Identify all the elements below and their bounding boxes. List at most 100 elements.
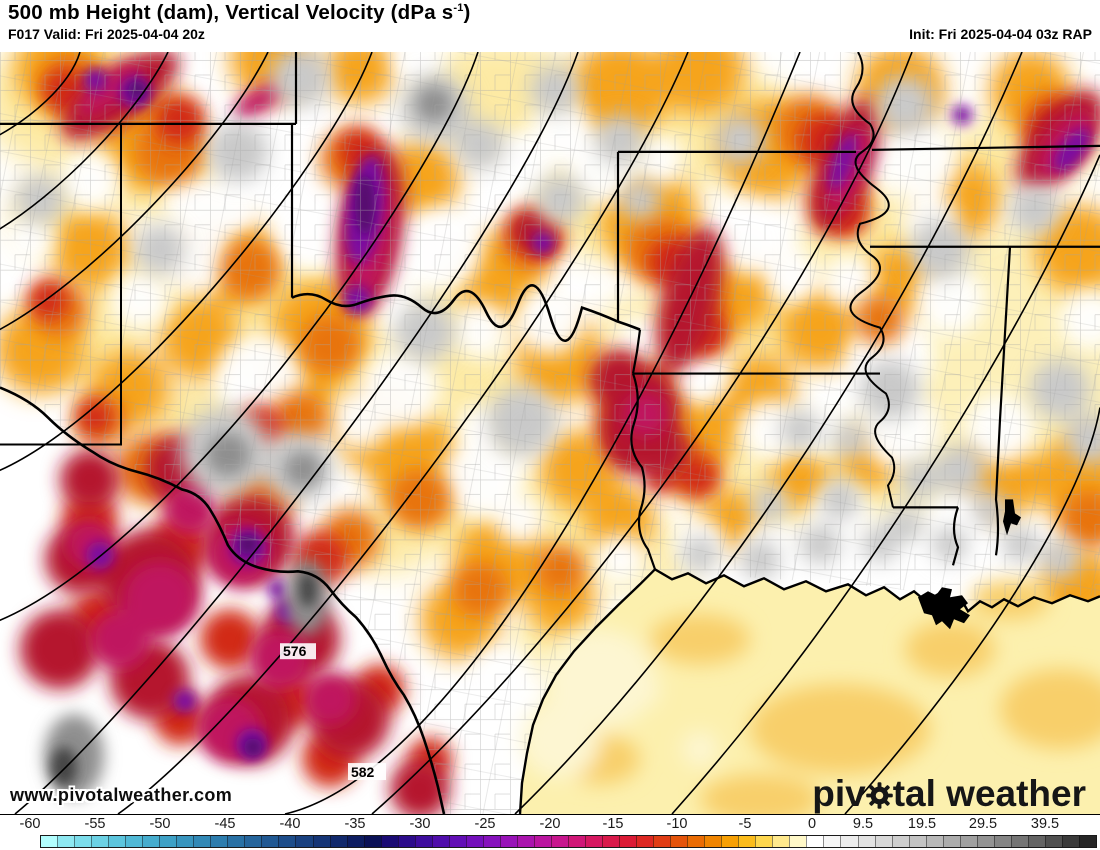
colorbar-cell xyxy=(41,836,58,847)
state-borders xyxy=(0,52,1100,814)
colorbar-cell xyxy=(227,836,245,847)
colorbar-tick: -20 xyxy=(539,816,561,832)
colorbar-cell xyxy=(959,836,977,847)
colorbar-cell xyxy=(925,836,943,847)
map-canvas[interactable]: 576 582 www.pivotalweather.com piv tal we… xyxy=(0,52,1100,815)
colorbar-cell xyxy=(993,836,1011,847)
colorbar-cell xyxy=(653,836,671,847)
colorbar-cell xyxy=(397,836,415,847)
colorbar-cell xyxy=(1044,836,1062,847)
colorbar-cell xyxy=(636,836,654,847)
valid-time-label: F017 Valid: Fri 2025-04-04 20z xyxy=(8,26,205,42)
colorbar-cell xyxy=(295,836,313,847)
colorbar-cell xyxy=(261,836,279,847)
colorbar-cell xyxy=(670,836,688,847)
colorbar-cell xyxy=(329,836,347,847)
pivotal-weather-logo: piv tal weather xyxy=(812,775,1086,812)
colorbar-cell xyxy=(567,836,585,847)
colorbar-cell xyxy=(772,836,790,847)
colorbar-cell xyxy=(431,836,449,847)
colorbar-cell xyxy=(908,836,926,847)
contour-labels: 576 582 xyxy=(280,643,386,780)
weather-map-svg: 576 582 xyxy=(0,52,1100,814)
colorbar-cell xyxy=(823,836,841,847)
colorbar-cell xyxy=(789,836,807,847)
colorbar-tick: 19.5 xyxy=(907,816,937,832)
colorbar-cell xyxy=(585,836,603,847)
logo-text-left: piv xyxy=(812,773,866,814)
rio-grande-border xyxy=(0,386,446,814)
colorbar-tick: -40 xyxy=(279,816,301,832)
mobile-bay xyxy=(1003,499,1021,536)
colorbar-cells xyxy=(40,835,1097,848)
colorbar-cell xyxy=(465,836,483,847)
colorbar-cell xyxy=(159,836,177,847)
contour-label-576: 576 xyxy=(283,643,307,659)
mississippi-river xyxy=(849,52,896,508)
colorbar-cell xyxy=(482,836,500,847)
colorbar-tick: -10 xyxy=(666,816,688,832)
colorbar-cell xyxy=(448,836,466,847)
colorbar-cell xyxy=(857,836,875,847)
colorbar-cell xyxy=(176,836,194,847)
colorbar-cell xyxy=(1027,836,1045,847)
init-time-label: Init: Fri 2025-04-04 03z RAP xyxy=(909,26,1092,42)
colorbar-cell xyxy=(244,836,262,847)
colorbar: -60 -55 -50 -45 -40 -35 -30 -25 -20 -15 -10 -5 0 9.5 1… xyxy=(0,815,1100,850)
colorbar-cell xyxy=(1010,836,1028,847)
mississippi-delta xyxy=(918,587,970,630)
colorbar-tick: 0 xyxy=(807,816,817,832)
colorbar-tick: 39.5 xyxy=(1030,816,1060,832)
colorbar-cell xyxy=(380,836,398,847)
colorbar-tick: -30 xyxy=(409,816,431,832)
colorbar-cell xyxy=(755,836,773,847)
colorbar-cell xyxy=(602,836,620,847)
colorbar-cell xyxy=(278,836,296,847)
colorbar-tick: -55 xyxy=(84,816,106,832)
colorbar-tick: -25 xyxy=(474,816,496,832)
watermark-url: www.pivotalweather.com xyxy=(10,785,233,805)
colorbar-tick: -60 xyxy=(19,816,41,832)
colorbar-cell xyxy=(108,836,126,847)
colorbar-cell xyxy=(74,836,92,847)
colorbar-cell xyxy=(976,836,994,847)
gulf-coastline xyxy=(518,567,1100,814)
colorbar-tick: 9.5 xyxy=(852,816,874,832)
colorbar-cell xyxy=(619,836,637,847)
colorbar-cell xyxy=(874,836,892,847)
sabine-border xyxy=(630,373,657,570)
colorbar-cell xyxy=(91,836,109,847)
colorbar-tick: -50 xyxy=(149,816,171,832)
header: 500 mb Height (dam), Vertical Velocity (… xyxy=(0,0,1100,52)
colorbar-cell xyxy=(687,836,705,847)
colorbar-cell xyxy=(210,836,228,847)
colorbar-cell xyxy=(312,836,330,847)
red-river-border xyxy=(291,284,641,342)
colorbar-cell xyxy=(414,836,432,847)
colorbar-tick: 29.5 xyxy=(968,816,998,832)
colorbar-cell xyxy=(533,836,551,847)
colorbar-cell xyxy=(840,836,858,847)
map-title: 500 mb Height (dam), Vertical Velocity (… xyxy=(8,1,471,24)
colorbar-cell xyxy=(806,836,824,847)
colorbar-cell xyxy=(193,836,211,847)
colorbar-cell xyxy=(346,836,364,847)
colorbar-tick: -45 xyxy=(214,816,236,832)
colorbar-cell xyxy=(499,836,517,847)
gear-icon xyxy=(865,781,894,810)
colorbar-tick: -5 xyxy=(738,816,752,832)
colorbar-cell xyxy=(550,836,568,847)
colorbar-cell xyxy=(721,836,739,847)
colorbar-cell xyxy=(1078,836,1096,847)
colorbar-cell xyxy=(1061,836,1079,847)
colorbar-cell xyxy=(942,836,960,847)
colorbar-tick: -15 xyxy=(602,816,624,832)
colorbar-cell xyxy=(142,836,160,847)
colorbar-cell xyxy=(891,836,909,847)
logo-text-right: tal weather xyxy=(892,773,1086,814)
colorbar-tick: -35 xyxy=(344,816,366,832)
colorbar-cell xyxy=(57,836,75,847)
colorbar-cell xyxy=(516,836,534,847)
colorbar-cell xyxy=(363,836,381,847)
contour-label-582: 582 xyxy=(351,764,375,780)
